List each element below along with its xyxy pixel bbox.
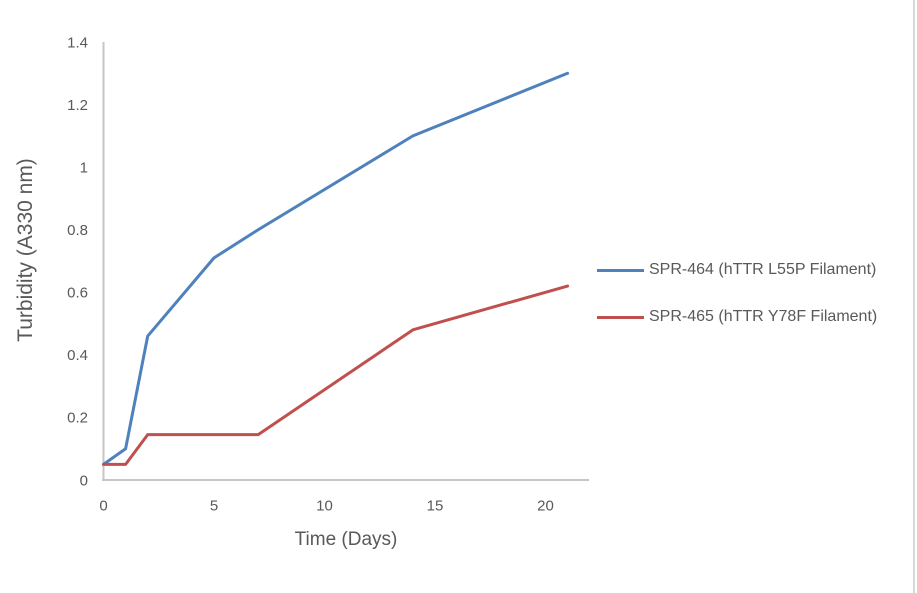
x-tick-label: 0 <box>99 497 107 514</box>
y-tick-label: 0.4 <box>67 347 88 364</box>
x-tick-label: 10 <box>316 497 333 514</box>
x-tick-label: 15 <box>427 497 444 514</box>
series-line-swatch-red <box>597 315 644 319</box>
x-tick-label: 5 <box>210 497 218 514</box>
y-axis-title: Turbidity (A330 nm) <box>14 158 37 342</box>
y-tick-label: 1.2 <box>67 97 88 114</box>
y-tick-label: 0 <box>80 472 88 489</box>
chart-frame-right-border <box>913 0 915 593</box>
x-tick-label: 20 <box>537 497 554 514</box>
series-line-swatch-blue <box>597 268 644 272</box>
series-line-0 <box>102 71 570 466</box>
legend-item-spr-465: SPR-465 (hTTR Y78F Filament) <box>597 308 877 326</box>
series-line-1 <box>102 284 570 466</box>
legend-label-spr-465: SPR-465 (hTTR Y78F Filament) <box>649 308 878 325</box>
y-tick-label: 0.8 <box>67 222 88 239</box>
y-tick-label: 0.2 <box>67 410 88 427</box>
y-tick-label: 0.6 <box>67 285 88 302</box>
y-tick-label: 1 <box>80 159 88 176</box>
x-axis-title: Time (Days) <box>294 529 398 550</box>
legend-item-spr-464: SPR-464 (hTTR L55P Filament) <box>597 261 876 279</box>
legend-label-spr-464: SPR-464 (hTTR L55P Filament) <box>649 261 877 278</box>
y-tick-label: 1.4 <box>67 34 88 51</box>
